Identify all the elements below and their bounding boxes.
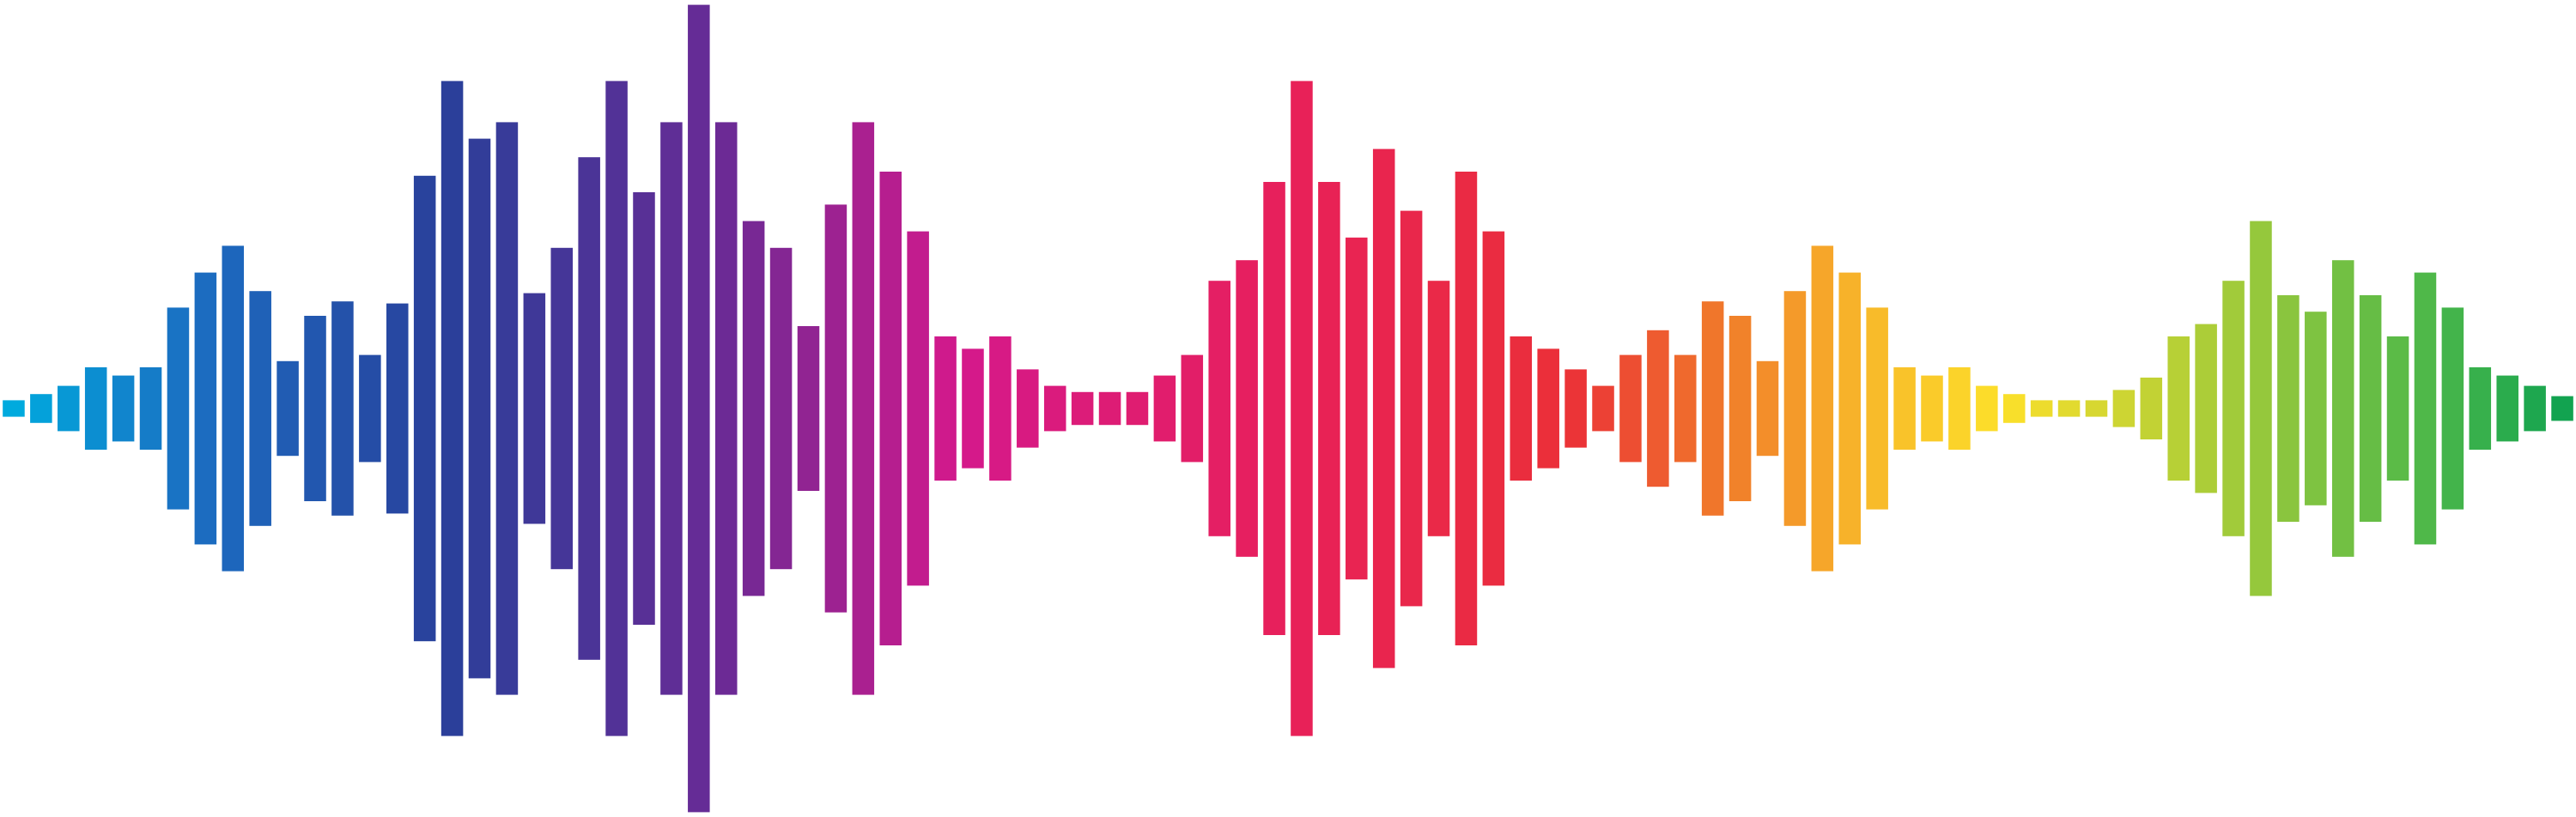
wave-bar [2112,390,2136,427]
wave-bar [112,375,135,442]
wave-bar [1400,210,1423,607]
wave-bar [1838,272,1862,545]
wave-bar [386,303,409,514]
wave-bar [2002,394,2026,423]
wave-bar [2441,307,2464,510]
wave-bar [167,307,190,510]
wave-bar [2140,378,2163,439]
wave-bar [2414,272,2437,545]
wave-bar [2551,396,2573,421]
wave-bar [2524,385,2546,432]
wave-bar [1372,148,1395,669]
wave-bar [276,360,299,457]
wave-bar [222,245,245,572]
wave-bar [989,336,1012,481]
wave-bar [1291,81,1313,736]
wave-bar [139,367,162,450]
wave-bar [2085,400,2108,417]
wave-bar [1482,231,1505,586]
wave-bar [769,247,793,570]
wave-bar [58,385,80,432]
wave-bar [1153,375,1176,442]
wave-bar [359,354,381,463]
sound-wave-bars [3,4,2573,813]
wave-bar [2359,295,2382,522]
wave-bar [550,247,574,570]
wave-bar [440,81,464,736]
wave-bar [2469,367,2492,450]
wave-bar [879,172,902,645]
wave-bar [660,122,683,695]
wave-bar [1701,301,1724,516]
wave-bar [605,81,628,736]
wave-bar [934,336,957,481]
wave-bar [1098,391,1121,426]
wave-bar [1592,385,1614,432]
wave-bar [194,272,217,545]
wave-bar [1537,348,1559,469]
wave-bar [1071,391,1094,426]
wave-bar [1756,360,1779,457]
wave-bar [1921,375,1943,442]
wave-bar [633,192,655,625]
wave-bar [2277,295,2300,522]
wave-bar [84,367,107,450]
wave-bar [1811,245,1834,572]
wave-bar [714,122,738,695]
wave-bar [1263,182,1285,635]
wave-bar [413,175,436,642]
wave-bar [1043,385,1066,432]
wave-bar [688,4,710,813]
wave-bar [1017,369,1039,448]
wave-bar [331,301,354,516]
wave-bar [1728,316,1752,501]
wave-bar [468,138,491,679]
wave-bar [304,316,326,501]
wave-bar [2496,375,2518,442]
wave-bar [1893,367,1916,450]
wave-bar [962,348,984,469]
wave-bar [2195,324,2217,493]
wave-bar [1674,354,1697,463]
wave-bar [1208,281,1230,536]
wave-bar [3,400,25,417]
wave-bar [824,204,848,613]
wave-bar [30,394,52,423]
wave-bar [2386,336,2409,481]
wave-bar [1346,237,1368,580]
wave-bar [249,291,271,526]
wave-bar [1976,385,1998,432]
wave-bar [1647,330,1669,487]
wave-bar [1948,367,1971,450]
wave-bar [1866,307,1888,510]
wave-bar [1126,391,1149,426]
wave-bar [1455,172,1478,645]
wave-bar [1510,336,1533,481]
wave-bar [852,122,875,695]
wave-bar [1619,354,1642,463]
wave-bar [2030,400,2053,417]
wave-bar [578,157,600,660]
wave-bar [2250,221,2272,596]
wave-bar [742,221,765,596]
wave-bar [2167,336,2190,481]
wave-bar [1236,260,1258,557]
wave-bar [2305,312,2327,505]
wave-bar [1181,354,1204,463]
wave-bar [1427,281,1450,536]
wave-bar [1318,182,1340,635]
wave-bar [797,326,820,491]
wave-bar [2057,400,2081,417]
wave-bar [1783,291,1807,526]
wave-bar [1564,369,1587,448]
wave-bar [523,293,546,524]
wave-bar [495,122,519,695]
wave-bar [907,231,929,586]
wave-bar [2222,281,2245,536]
wave-bar [2331,260,2354,557]
